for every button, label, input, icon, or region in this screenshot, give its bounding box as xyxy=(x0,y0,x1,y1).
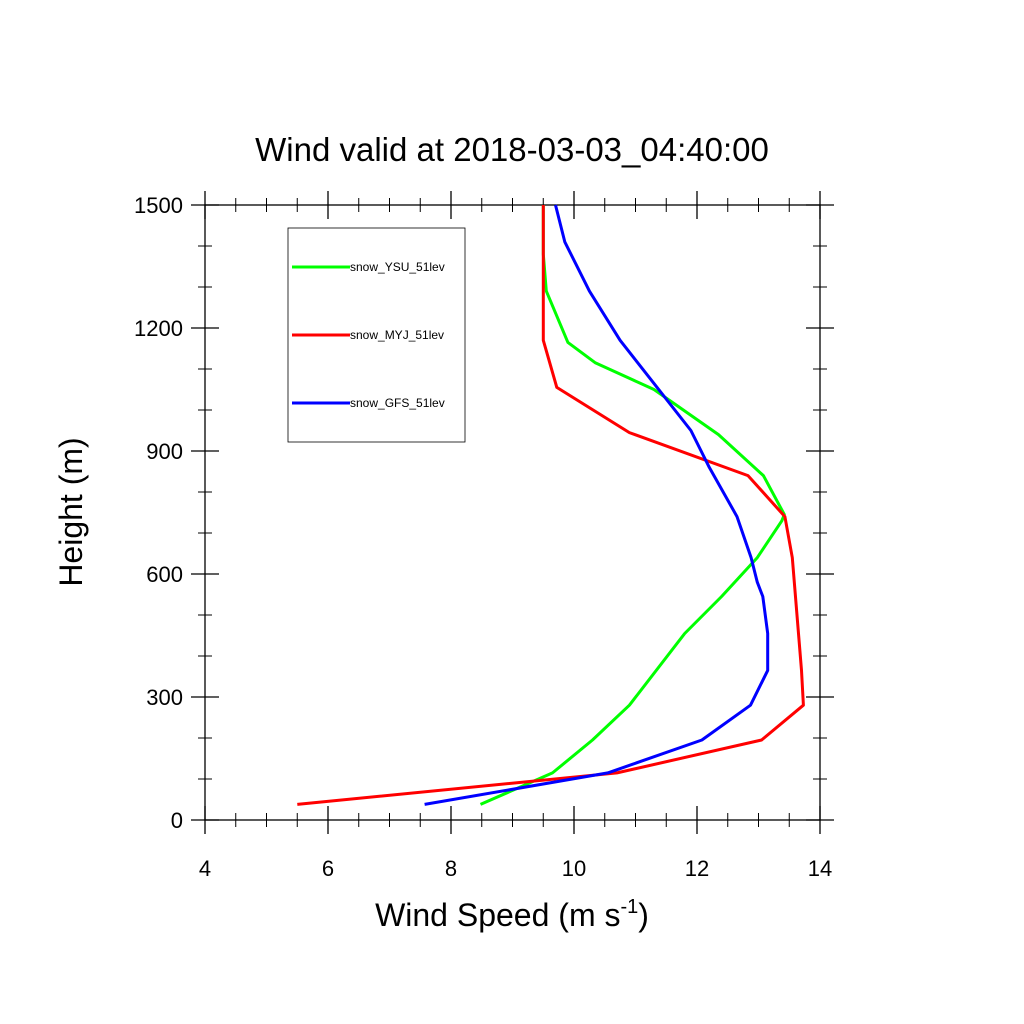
legend: snow_YSU_51lev snow_MYJ_51lev snow_GFS_51l… xyxy=(287,227,466,443)
x-tick-label: 4 xyxy=(199,856,211,881)
legend-label: snow_GFS_51lev xyxy=(350,396,445,410)
y-tick-label: 900 xyxy=(146,439,183,464)
plot-frame xyxy=(204,204,821,821)
x-tick-label: 12 xyxy=(685,856,709,881)
axis-ticks: 4 6 8 10 12 14 0 300 600 900 1200 1500 xyxy=(134,191,834,881)
y-tick-label: 1500 xyxy=(134,193,183,218)
x-axis-title-suffix: ) xyxy=(638,897,649,933)
series-line-3 xyxy=(424,204,770,806)
chart-title: Wind valid at 2018-03-03_04:40:00 xyxy=(255,131,769,168)
x-tick-label: 6 xyxy=(322,856,334,881)
y-tick-label: 600 xyxy=(146,562,183,587)
x-axis-title-superscript: -1 xyxy=(620,896,638,918)
series-group xyxy=(297,204,805,806)
x-axis-title-main: Wind Speed (m s xyxy=(375,897,620,933)
legend-label: snow_YSU_51lev xyxy=(350,260,445,274)
x-axis-title: Wind Speed (m s-1) xyxy=(375,896,649,933)
y-tick-label: 300 xyxy=(146,685,183,710)
x-tick-label: 14 xyxy=(808,856,832,881)
legend-label: snow_MYJ_51lev xyxy=(350,328,444,342)
x-tick-label: 10 xyxy=(562,856,586,881)
y-axis-title: Height (m) xyxy=(53,437,89,586)
series-line-2 xyxy=(297,205,805,806)
x-tick-label: 8 xyxy=(445,856,457,881)
y-tick-label: 0 xyxy=(171,808,183,833)
y-tick-label: 1200 xyxy=(134,316,183,341)
